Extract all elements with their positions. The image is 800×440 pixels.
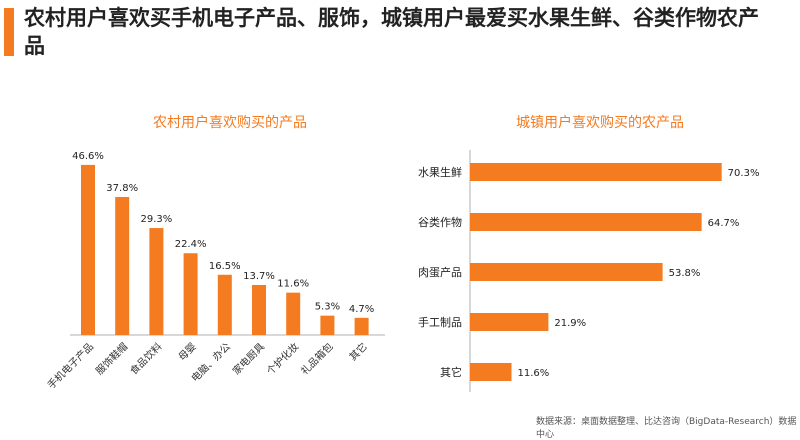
left-chart-title: 农村用户喜欢购买的产品 [153,115,307,131]
bar [354,317,369,335]
bar [470,213,702,231]
data-label: 46.6% [72,151,104,162]
tick-label: 礼品箱包 [298,340,335,377]
data-label: 37.8% [106,183,138,194]
page-title: 农村用户喜欢买手机电子产品、服饰，城镇用户最爱买水果生鲜、谷类作物农产品 [24,6,759,58]
right-chart-title: 城镇用户喜欢购买的农产品 [516,115,684,131]
data-label: 64.7% [708,218,740,229]
bar [183,253,198,335]
data-label: 70.3% [728,168,760,179]
bar [115,197,130,335]
data-label: 29.3% [141,214,173,225]
data-label: 16.5% [209,261,241,272]
bar [470,363,512,381]
bar [470,263,663,281]
title-accent-bar [4,8,14,56]
tick-label: 水果生鲜 [418,165,462,179]
data-label: 11.6% [277,279,309,290]
data-label: 4.7% [349,304,374,315]
tick-label: 食品饮料 [127,340,164,377]
data-label: 22.4% [175,239,207,250]
data-label: 21.9% [554,318,586,329]
bar [252,284,266,335]
tick-label: 手机电子产品 [45,340,97,392]
tick-label: 家电厨具 [230,340,267,377]
tick-label: 谷类作物 [418,215,462,229]
bar [217,274,232,335]
bar [149,228,164,335]
bar [320,315,335,335]
data-label: 53.8% [669,268,701,279]
bar [81,164,95,335]
data-label: 5.3% [315,302,340,313]
source-note: 数据来源：桌面数据整理、比达咨询（BigData-Research）数据中心 [536,417,797,440]
bar [470,313,549,331]
tick-label: 其它 [440,365,462,379]
tick-label: 个护化妆 [264,340,301,377]
bar [470,163,722,181]
tick-label: 服饰鞋帽 [93,340,130,377]
bar [286,292,301,335]
tick-label: 其它 [346,340,369,363]
data-label: 13.7% [243,271,275,282]
tick-label: 肉蛋产品 [418,265,462,279]
tick-label: 母婴 [176,341,199,364]
tick-label: 手工制品 [418,315,462,329]
data-label: 11.6% [518,368,550,379]
